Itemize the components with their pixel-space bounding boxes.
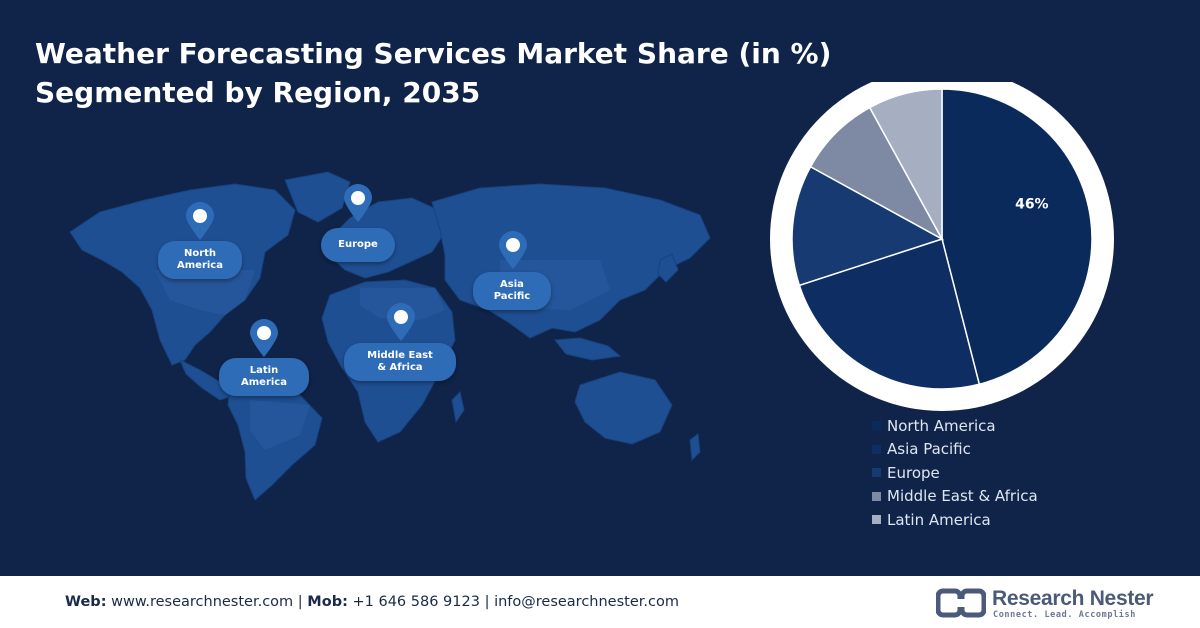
footer-contact: Web: www.researchnester.com | Mob: +1 64…: [65, 594, 679, 610]
pin-asia-pacific-icon: [497, 230, 529, 270]
region-label-north-america: North America: [158, 241, 242, 279]
pin-middle-east-africa-icon: [385, 302, 417, 342]
pie-slice-middle-east-africa: [809, 106, 944, 241]
chart-title: Weather Forecasting Services Market Shar…: [35, 34, 831, 112]
legend-item: Asia Pacific: [872, 438, 1038, 462]
pie-slice-latin-america: [868, 88, 943, 240]
legend-label: Middle East & Africa: [887, 487, 1038, 506]
map-madagascar: [451, 391, 465, 424]
legend-swatch: [872, 468, 881, 478]
region-label-middle-east-africa: Middle East & Africa: [344, 343, 456, 381]
map-southeast-asia: [554, 337, 622, 361]
legend-label: Latin America: [887, 510, 991, 529]
footer-phone: +1 646 586 9123: [352, 594, 480, 610]
legend-item: North America: [872, 414, 1038, 438]
legend-item: Middle East & Africa: [872, 485, 1038, 509]
footer: Web: www.researchnester.com | Mob: +1 64…: [0, 576, 1200, 628]
legend-label: Europe: [887, 463, 940, 482]
legend-swatch: [872, 491, 881, 501]
footer-web-link[interactable]: www.researchnester.com: [111, 594, 294, 610]
region-label-europe: Europe: [321, 228, 395, 262]
region-label-asia-pacific: Asia Pacific: [473, 272, 551, 310]
legend-label: Asia Pacific: [887, 440, 971, 459]
pie-slice-asia-pacific: [798, 238, 981, 390]
pin-latin-america-icon: [248, 318, 280, 358]
chart-legend: North America Asia Pacific Europe Middle Ea…: [872, 414, 1038, 532]
map-greenland: [284, 171, 351, 223]
legend-swatch: [872, 421, 881, 431]
map-japan: [657, 253, 679, 283]
legend-label: North America: [887, 416, 996, 435]
logo-tagline: Connect. Lead. Accomplish: [993, 610, 1136, 620]
research-nester-logo-icon: [936, 588, 986, 618]
pie-chart: 46%: [770, 82, 1114, 411]
footer-email-link[interactable]: info@researchnester.com: [494, 594, 679, 610]
map-new-zealand: [689, 433, 701, 462]
pin-europe-icon: [342, 183, 374, 223]
logo-name: Research Nester: [992, 587, 1154, 610]
pin-north-america-icon: [184, 201, 216, 241]
footer-separator: |: [484, 594, 490, 610]
title-line-1: Weather Forecasting Services Market Shar…: [35, 37, 832, 70]
footer-web-label: Web:: [65, 594, 107, 610]
pie-slice-europe: [791, 165, 944, 287]
region-label-latin-america: Latin America: [219, 358, 309, 396]
legend-swatch: [872, 444, 881, 454]
legend-item: Europe: [872, 461, 1038, 485]
pie-data-label: 46%: [1015, 197, 1049, 213]
map-australia: [574, 371, 673, 445]
legend-item: Latin America: [872, 508, 1038, 532]
legend-swatch: [872, 515, 881, 525]
map-central-america: [179, 358, 233, 401]
pie-slice-north-america: [941, 88, 1093, 386]
footer-mob-label: Mob:: [307, 594, 348, 610]
footer-separator: |: [297, 594, 303, 610]
title-line-2: Segmented by Region, 2035: [35, 76, 481, 109]
